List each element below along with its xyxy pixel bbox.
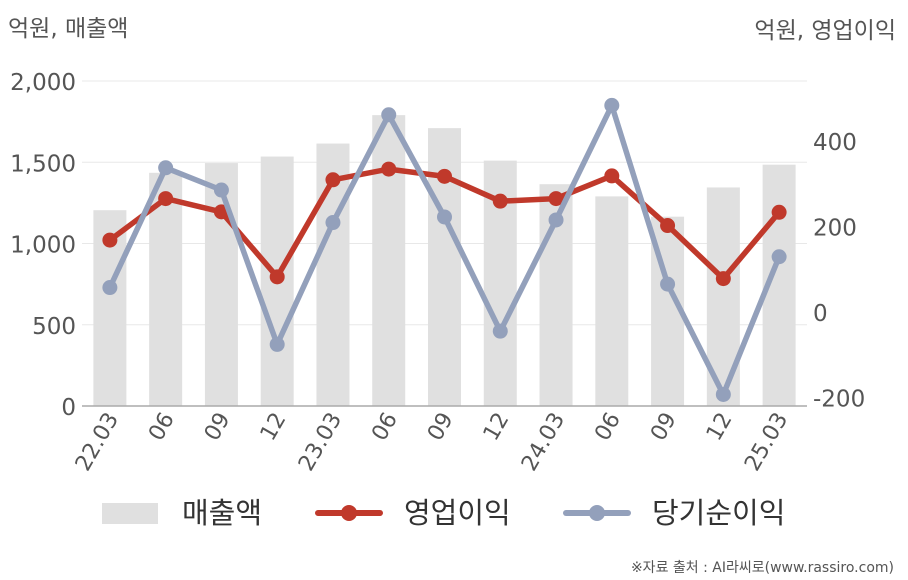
left-tick-label: 1,500 [10, 151, 76, 177]
left-tick-label: 2,000 [10, 70, 76, 96]
left-tick-label: 0 [61, 395, 76, 421]
right-tick-label: 200 [813, 215, 857, 241]
x-tick-label: 12 [702, 409, 738, 446]
right-axis: -200 0 200 400 [813, 130, 865, 413]
legend: 매출액 영업이익 당기순이익 [102, 496, 785, 530]
right-tick-label: 0 [813, 301, 828, 327]
data-point [381, 107, 397, 123]
x-tick-label: 06 [144, 409, 180, 446]
bar [316, 143, 350, 406]
right-tick-label: -200 [813, 386, 865, 412]
data-point [437, 209, 452, 225]
left-tick-label: 1,000 [10, 233, 76, 259]
data-point [492, 323, 508, 339]
data-point [102, 232, 118, 248]
data-point [158, 191, 174, 207]
x-axis: 22.03 06 09 12 23.03 06 09 12 24.03 06 09 12 25.03 [71, 409, 793, 476]
bar-series [93, 115, 796, 406]
x-tick-label: 09 [646, 409, 682, 446]
legend-label: 매출액 [182, 496, 262, 530]
bar [149, 172, 183, 406]
data-point [102, 280, 118, 296]
bar [595, 196, 629, 406]
left-unit-label: 억원, 매출액 [8, 16, 128, 42]
legend-label: 당기순이익 [652, 496, 785, 530]
data-point [660, 276, 676, 292]
x-tick-label: 06 [367, 409, 403, 446]
data-point [548, 191, 564, 207]
data-point [325, 172, 341, 188]
left-tick-label: 500 [32, 314, 76, 340]
x-tick-label: 25.03 [740, 409, 793, 476]
x-tick-label: 09 [200, 409, 236, 446]
data-point [269, 336, 285, 352]
data-point [381, 161, 397, 177]
x-tick-label: 23.03 [294, 409, 347, 476]
line-series [102, 97, 787, 402]
legend-swatch-marker [589, 505, 605, 521]
legend-swatch-bar [102, 503, 158, 524]
x-tick-label: 12 [479, 409, 515, 446]
data-point [158, 160, 174, 176]
x-tick-label: 06 [590, 409, 626, 446]
right-unit-label: 억원, 영업이익 [754, 18, 896, 44]
data-point [604, 97, 620, 113]
left-axis: 0 500 1,000 1,500 2,000 [10, 70, 76, 421]
legend-label: 영업이익 [404, 496, 511, 530]
source-note: ※자료 출처 : AI라씨로(www.rassiro.com) [631, 560, 894, 576]
x-tick-label: 12 [256, 409, 292, 446]
bar [204, 163, 238, 406]
data-point [715, 386, 731, 402]
x-tick-label: 22.03 [71, 409, 124, 476]
data-point [325, 215, 341, 231]
data-point [492, 193, 508, 209]
data-point [715, 271, 731, 287]
x-tick-label: 09 [423, 409, 459, 446]
data-point [548, 212, 564, 228]
data-point [771, 249, 787, 265]
data-point [604, 168, 620, 184]
data-point [660, 218, 676, 234]
x-tick-label: 24.03 [517, 409, 570, 476]
data-point [437, 168, 452, 184]
data-point [269, 269, 285, 285]
bar [372, 115, 406, 406]
legend-swatch-marker [341, 505, 357, 521]
right-tick-label: 400 [813, 130, 857, 156]
data-point [771, 204, 787, 220]
data-point [213, 182, 229, 198]
